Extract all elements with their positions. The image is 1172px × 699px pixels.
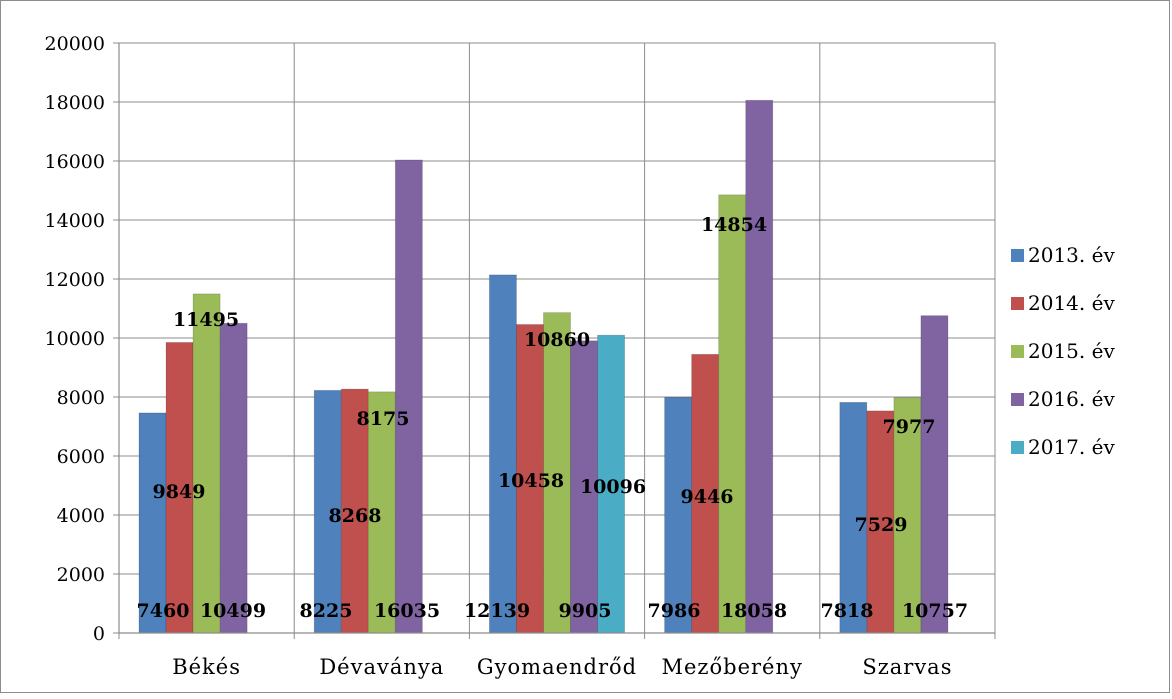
data-labels: 7460 9849 11495 10499 8225 8268 8175 16035 12139… bbox=[137, 214, 969, 622]
legend-swatch bbox=[1011, 249, 1024, 262]
bar bbox=[745, 99, 774, 634]
y-tick-label: 20000 bbox=[45, 33, 105, 55]
bar bbox=[192, 293, 221, 634]
bar bbox=[839, 401, 868, 634]
legend-label: 2014. év bbox=[1028, 291, 1115, 315]
x-axis-categories: Békés Dévaványa Gyomaendrőd Mezőberény Szarv… bbox=[172, 655, 952, 679]
legend-label: 2016. év bbox=[1028, 387, 1115, 411]
legend-label: 2013. év bbox=[1028, 243, 1115, 267]
legend-swatch bbox=[1011, 345, 1024, 358]
data-label: 7986 bbox=[648, 600, 701, 622]
x-category-label: Dévaványa bbox=[319, 655, 444, 679]
data-label: 7977 bbox=[883, 416, 936, 438]
data-label: 11495 bbox=[173, 309, 239, 331]
bar bbox=[691, 353, 720, 634]
y-tick-label: 0 bbox=[93, 623, 105, 645]
data-label: 10458 bbox=[498, 470, 564, 492]
y-tick-label: 16000 bbox=[45, 151, 105, 173]
bar bbox=[394, 159, 423, 634]
data-label: 9446 bbox=[681, 486, 734, 508]
bar bbox=[893, 397, 922, 634]
legend: 2013. év 2014. év 2015. év 2016. év 2017. év bbox=[1011, 243, 1115, 459]
data-label: 9905 bbox=[559, 600, 612, 622]
data-label: 9849 bbox=[153, 481, 206, 503]
y-tick-label: 18000 bbox=[45, 92, 105, 114]
data-label: 7818 bbox=[821, 600, 874, 622]
bar bbox=[718, 194, 747, 634]
y-tick-label: 4000 bbox=[57, 505, 105, 527]
x-category-label: Békés bbox=[172, 655, 241, 679]
legend-swatch bbox=[1011, 297, 1024, 310]
bar bbox=[920, 315, 949, 634]
y-tick-label: 14000 bbox=[45, 210, 105, 232]
legend-swatch bbox=[1011, 441, 1024, 454]
bar bbox=[516, 324, 544, 634]
data-label: 10499 bbox=[200, 600, 266, 622]
bar bbox=[488, 274, 517, 634]
bar bbox=[664, 397, 693, 634]
data-label: 7529 bbox=[855, 514, 908, 536]
data-label: 18058 bbox=[721, 600, 787, 622]
legend-swatch bbox=[1011, 393, 1024, 406]
data-label: 8268 bbox=[329, 505, 382, 527]
data-label: 10096 bbox=[580, 476, 646, 498]
bar bbox=[866, 410, 895, 634]
data-label: 7460 bbox=[137, 600, 190, 622]
data-label: 10860 bbox=[524, 329, 590, 351]
data-label: 8225 bbox=[300, 600, 353, 622]
x-category-label: Gyomaendrőd bbox=[477, 655, 637, 679]
y-tick-label: 8000 bbox=[57, 387, 105, 409]
data-label: 10757 bbox=[902, 600, 968, 622]
y-tick-label: 6000 bbox=[57, 446, 105, 468]
bar bbox=[219, 322, 248, 634]
x-category-label: Mezőberény bbox=[662, 655, 803, 679]
bar bbox=[570, 340, 598, 634]
axes bbox=[118, 43, 996, 639]
y-axis-ticks: 0 2000 4000 6000 8000 10000 12000 14000 16000 180… bbox=[45, 33, 119, 645]
y-tick-label: 2000 bbox=[57, 564, 105, 586]
data-label: 8175 bbox=[357, 408, 410, 430]
data-label: 12139 bbox=[464, 600, 530, 622]
legend-label: 2017. év bbox=[1028, 435, 1115, 459]
x-category-label: Szarvas bbox=[862, 655, 952, 679]
y-tick-label: 10000 bbox=[45, 328, 105, 350]
data-label: 14854 bbox=[701, 214, 767, 236]
legend-label: 2015. év bbox=[1028, 339, 1115, 363]
bar bbox=[165, 342, 194, 634]
data-label: 16035 bbox=[374, 600, 440, 622]
bars bbox=[138, 99, 949, 634]
bar bbox=[340, 388, 369, 634]
y-tick-label: 12000 bbox=[45, 269, 105, 291]
